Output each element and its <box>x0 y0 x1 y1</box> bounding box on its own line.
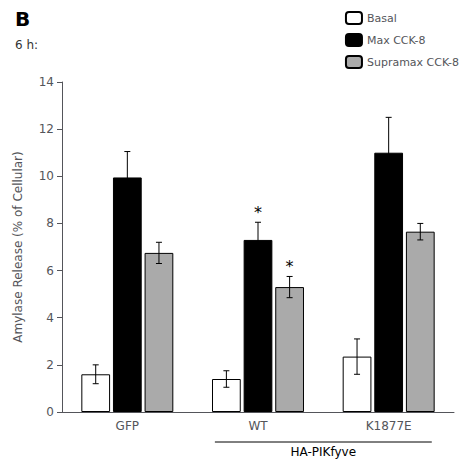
svg-text:8: 8 <box>46 216 54 230</box>
svg-text:*: * <box>254 203 262 222</box>
svg-text:*: * <box>286 257 294 276</box>
svg-text:WT: WT <box>248 419 268 433</box>
svg-text:B: B <box>15 7 30 31</box>
svg-text:GFP: GFP <box>116 419 139 433</box>
svg-text:Max CCK-8: Max CCK-8 <box>367 34 426 47</box>
svg-text:HA-PIKfyve: HA-PIKfyve <box>291 445 357 459</box>
svg-text:14: 14 <box>39 75 54 89</box>
svg-text:12: 12 <box>39 122 54 136</box>
svg-text:K1877E: K1877E <box>366 419 412 433</box>
svg-text:6: 6 <box>46 264 54 278</box>
svg-text:6 h:: 6 h: <box>15 38 38 52</box>
svg-text:Amylase Release (% of Cellular: Amylase Release (% of Cellular) <box>11 151 25 342</box>
svg-text:0: 0 <box>46 405 54 419</box>
svg-text:Basal: Basal <box>367 12 397 25</box>
svg-text:10: 10 <box>39 169 54 183</box>
svg-text:4: 4 <box>46 311 54 325</box>
svg-text:2: 2 <box>46 358 54 372</box>
svg-text:Supramax CCK-8: Supramax CCK-8 <box>367 56 459 69</box>
